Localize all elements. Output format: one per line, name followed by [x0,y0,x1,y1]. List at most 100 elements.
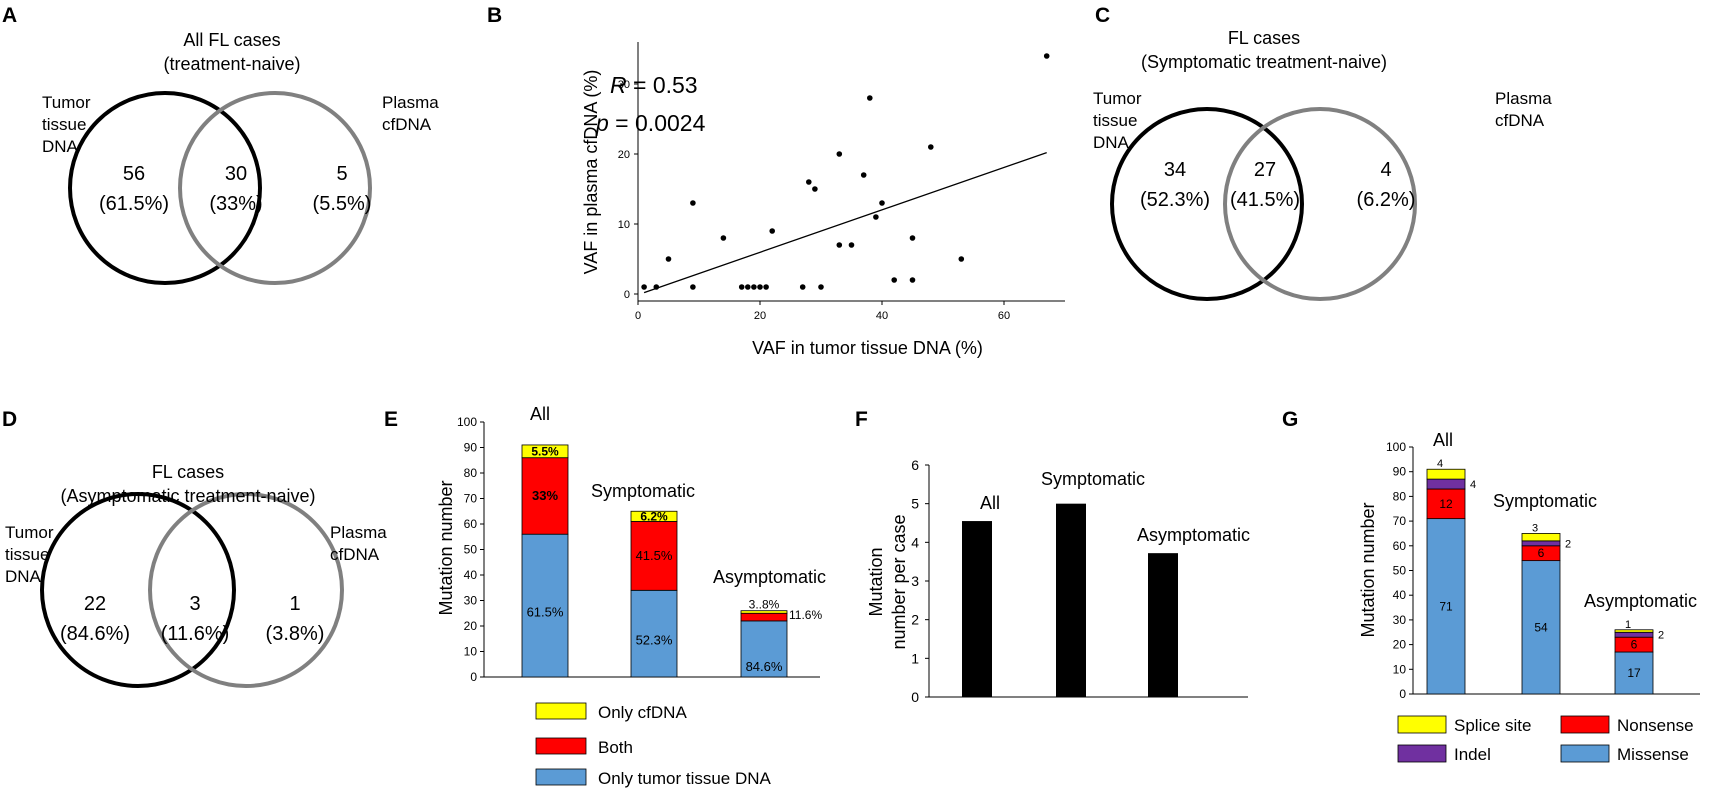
chart-b-point [745,284,751,290]
chart-b-point [751,284,757,290]
venn-c-right-count: 4 [1380,159,1391,181]
chart-g-category-label: All [1433,430,1453,450]
chart-g-legend-swatch [1560,744,1610,763]
chart-b-point [720,235,727,241]
venn-d-right-label-2: cfDNA [330,545,380,564]
chart-b-y-tick-label: 20 [618,149,630,161]
chart-e-bar-segment [521,533,569,678]
chart-g-data-label: 2 [1658,630,1664,642]
chart-b-x-tick-label: 60 [998,310,1010,322]
venn-c-right-pct: (6.2%) [1357,189,1416,211]
panel-label-b: B [487,4,502,27]
chart-g-y-tick-label: 50 [1393,564,1407,578]
chart-e-data-label: 5.5% [531,444,559,458]
chart-f-y-tick-label: 3 [911,573,919,589]
chart-g-data-label: 3 [1532,522,1538,534]
venn-a-title-1: All FL cases [183,30,280,50]
chart-f-y-tick-label: 6 [911,457,919,473]
venn-c-both-pct: (41.5%) [1230,189,1300,211]
venn-a-title-2: (treatment-naive) [163,54,300,74]
chart-e-bar-segment [740,610,788,614]
chart-f-y-tick-label: 5 [911,496,919,512]
chart-b-point [928,144,934,150]
chart-g-legend-label: Missense [1617,745,1689,764]
chart-e-y-tick-label: 50 [464,543,478,557]
chart-g-bar-segment [1521,540,1561,547]
chart-g-y-tick-label: 100 [1386,440,1406,454]
scatter-chart-b: 0 20 40 60 0 10 20 30 VAF in tumor tissue DNA (… [581,42,1065,358]
venn-c-left-label-1: Tumor [1093,89,1142,108]
chart-b-ylabel: VAF in plasma cfDNA (%) [581,70,601,275]
venn-d-right-label-1: Plasma [330,523,387,542]
chart-b-x-tick-label: 0 [635,310,641,322]
venn-c: FL cases (Symptomatic treatment-naive) T… [1093,28,1552,301]
chart-b-point [799,284,806,290]
chart-f-bar [1148,553,1178,697]
chart-b-point [757,284,763,290]
chart-b-xlabel: VAF in tumor tissue DNA (%) [752,338,983,358]
chart-e-y-tick-label: 90 [464,441,478,455]
chart-b-p-annotation: p = 0.0024 [595,110,706,136]
venn-c-both-count: 27 [1254,159,1276,181]
chart-f-bar [962,521,992,697]
chart-g-bar-segment [1426,518,1466,695]
venn-d: FL cases (Asymptomatic treatment-naive) … [5,462,387,688]
chart-g-data-label: 6 [1631,638,1638,652]
chart-f-y-tick-label: 1 [911,650,919,666]
chart-b-point [891,277,897,283]
chart-g-data-label: 1 [1625,619,1631,631]
chart-g-y-tick-label: 0 [1399,687,1406,701]
chart-g-y-tick-label: 60 [1393,539,1407,553]
chart-e-category-label: Asymptomatic [713,567,826,587]
chart-f-bar [1056,503,1086,697]
chart-e-y-tick-label: 70 [464,492,478,506]
venn-d-title-1: FL cases [152,462,224,482]
chart-b-point [818,284,824,290]
chart-e-data-label: 61.5% [527,605,564,620]
venn-a-left-pct: (61.5%) [99,193,169,215]
chart-g-legend-label: Nonsense [1617,716,1694,735]
venn-a-tumor-circle [68,91,262,285]
chart-f-y-tick-label: 2 [911,612,919,628]
venn-a-left-count: 56 [123,163,145,185]
chart-b-point [690,200,696,206]
chart-f-ylabel-line1: Mutation [866,547,886,616]
chart-e-bar-segment [630,589,678,678]
chart-f-ylabel-line2: number per case [889,514,909,649]
chart-g-y-tick-label: 80 [1393,489,1407,503]
chart-g-bar-segment [1614,651,1654,695]
venn-c-left-label-3: DNA [1093,133,1130,152]
panel-label-e: E [384,408,398,431]
venn-a-left-label-3: DNA [42,137,79,156]
chart-b-r-annotation: R = 0.53 [610,72,698,98]
venn-a: All FL cases (treatment-naive) Tumor tis… [42,30,439,285]
chart-g-data-label: 4 [1470,479,1476,491]
venn-d-both-count: 3 [189,593,200,615]
venn-a-right-pct: (5.5%) [313,193,372,215]
venn-a-left-label-1: Tumor [42,93,91,112]
chart-g-bar-segment [1614,629,1654,633]
chart-f-category-label: All [980,493,1000,513]
venn-d-left-pct: (84.6%) [60,623,130,645]
venn-c-right-label-2: cfDNA [1495,111,1545,130]
venn-c-title-2: (Symptomatic treatment-naive) [1141,52,1387,72]
panel-label-a: A [2,4,17,27]
venn-c-left-count: 34 [1164,159,1186,181]
chart-e-data-label: 6.2% [640,509,668,523]
chart-g-y-tick-label: 30 [1393,613,1407,627]
chart-e-y-tick-label: 80 [464,466,478,480]
chart-f-y-tick-label: 4 [911,534,919,550]
chart-b-trendline [643,151,1047,294]
chart-e-data-label: 3..8% [749,598,780,612]
chart-e-data-label: 84.6% [746,659,783,674]
chart-e-legend-label: Both [598,738,633,757]
chart-e-y-tick-label: 40 [464,568,478,582]
chart-g-y-tick-label: 40 [1393,588,1407,602]
chart-e-y-tick-label: 100 [457,415,477,429]
chart-g-legend-swatch [1397,744,1447,763]
chart-g-y-tick-label: 70 [1393,514,1407,528]
chart-e-data-label: 33% [532,488,558,503]
chart-g-data-label: 12 [1439,497,1453,511]
chart-g-data-label: 6 [1538,546,1545,560]
